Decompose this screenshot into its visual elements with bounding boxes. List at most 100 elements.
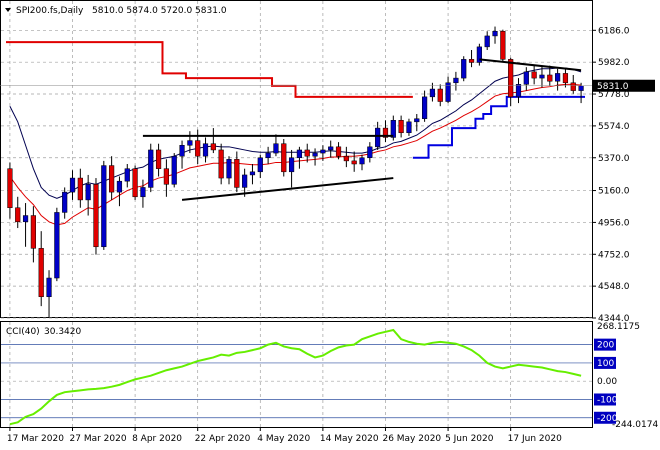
bullish-candle — [390, 120, 396, 138]
bearish-candle — [500, 30, 506, 60]
bearish-candle — [93, 184, 99, 248]
bearish-candle — [531, 71, 537, 79]
price-tick-label: 5160.0 — [598, 187, 630, 197]
candlesticks — [7, 26, 584, 318]
time-tick-label: 17 Jun 2020 — [508, 434, 562, 444]
bearish-candle — [281, 143, 287, 173]
price-tick-label: 6186.0 — [598, 26, 630, 36]
bullish-candle — [461, 59, 467, 79]
trend-line — [479, 58, 582, 72]
bullish-candle — [101, 165, 107, 248]
bullish-candle — [476, 46, 482, 63]
price-tick-label: 4548.0 — [598, 282, 630, 292]
bearish-candle — [109, 165, 115, 193]
dropdown-triangle-icon[interactable] — [5, 8, 11, 12]
time-tick-label: 14 May 2020 — [320, 434, 379, 444]
cci-value-label: 30.3420 — [44, 327, 81, 337]
grid — [1, 1, 592, 319]
bullish-candle — [578, 85, 584, 91]
cci-tick-label: -100 — [597, 395, 618, 405]
bullish-candle — [539, 74, 545, 79]
bearish-candle — [437, 88, 443, 102]
bullish-candle — [296, 149, 303, 159]
bearish-candle — [77, 177, 83, 201]
bullish-candle — [187, 140, 193, 146]
bullish-candle — [226, 159, 232, 179]
bullish-candle — [515, 84, 522, 98]
price-tick-label: 4752.0 — [598, 250, 630, 260]
bearish-candle — [343, 155, 349, 162]
cci-name-label: CCI(40) — [6, 327, 40, 337]
trend-line — [181, 177, 394, 201]
bearish-candle — [468, 59, 475, 63]
bullish-candle — [124, 168, 130, 182]
bullish-candle — [85, 184, 91, 201]
bearish-candle — [570, 82, 576, 91]
bullish-candle — [171, 155, 177, 185]
cci-min-label: -244.0174 — [612, 420, 658, 430]
cci-tick-label: 100 — [597, 359, 614, 369]
bearish-candle — [234, 159, 240, 188]
cci-grid — [1, 322, 592, 427]
bullish-candle — [359, 157, 365, 165]
bullish-candle — [273, 143, 279, 154]
bearish-candle — [351, 160, 357, 165]
bullish-candle — [320, 149, 326, 154]
bullish-candle — [288, 157, 295, 173]
time-tick-label: 5 Jun 2020 — [445, 434, 494, 444]
cci-series — [9, 328, 582, 426]
bullish-candle — [140, 187, 146, 198]
cci-level-box — [594, 338, 616, 351]
bearish-candle — [562, 73, 569, 84]
red-stop-line — [6, 41, 413, 98]
bearish-candle — [7, 168, 13, 208]
bearish-candle — [15, 207, 21, 223]
cci-tick-label: 0.00 — [597, 377, 617, 387]
bullish-candle — [367, 146, 373, 159]
cci-level-box — [594, 393, 616, 406]
price-tick-label: 4344.0 — [598, 314, 630, 324]
bullish-candle — [69, 177, 76, 193]
price-tick-label: 5982.0 — [598, 58, 630, 68]
cci-level-box — [594, 411, 616, 424]
cci-line — [9, 328, 582, 426]
bearish-candle — [210, 143, 216, 151]
bearish-candle — [382, 127, 389, 138]
bullish-candle — [422, 96, 428, 119]
time-tick-label: 22 Apr 2020 — [195, 434, 251, 444]
bullish-candle — [46, 277, 52, 298]
bullish-candle — [242, 174, 248, 188]
bullish-candle — [328, 146, 334, 151]
bullish-candle — [249, 171, 256, 176]
last-price-label: 5831.0 — [597, 82, 629, 92]
cci-tick-label: -200 — [597, 414, 618, 424]
bearish-candle — [508, 59, 514, 98]
bullish-candle — [22, 215, 29, 223]
bullish-candle — [179, 145, 185, 157]
bullish-candle — [429, 88, 436, 98]
bullish-candle — [445, 82, 451, 102]
price-axis: 6186.0 5982.0 5778.0 5574.0 5370.0 5160.0 4956… — [592, 26, 630, 324]
blue-stop-line — [412, 95, 585, 159]
bullish-candle — [523, 71, 529, 85]
cci-max-label: 268.1175 — [597, 322, 640, 332]
price-tick-label: 5574.0 — [598, 122, 630, 132]
bullish-candle — [116, 180, 123, 193]
time-tick-label: 17 Mar 2020 — [7, 434, 64, 444]
bearish-candle — [218, 149, 224, 179]
bullish-candle — [406, 121, 412, 134]
time-tick-label: 27 Mar 2020 — [70, 434, 127, 444]
price-panel-frame — [0, 0, 593, 318]
bullish-candle — [265, 152, 271, 159]
bearish-candle — [163, 168, 169, 185]
bullish-candle — [453, 77, 459, 84]
bullish-candle — [484, 35, 490, 48]
ohlc-values: 5810.0 5874.0 5720.0 5831.0 — [92, 6, 227, 16]
trend-lines — [142, 58, 582, 201]
last-price-box — [593, 79, 655, 92]
price-tick-label: 4956.0 — [598, 218, 630, 228]
price-tick-label: 5778.0 — [598, 90, 630, 100]
bullish-candle — [148, 149, 154, 188]
symbol-label: SPI200.fs,Daily — [16, 6, 84, 16]
